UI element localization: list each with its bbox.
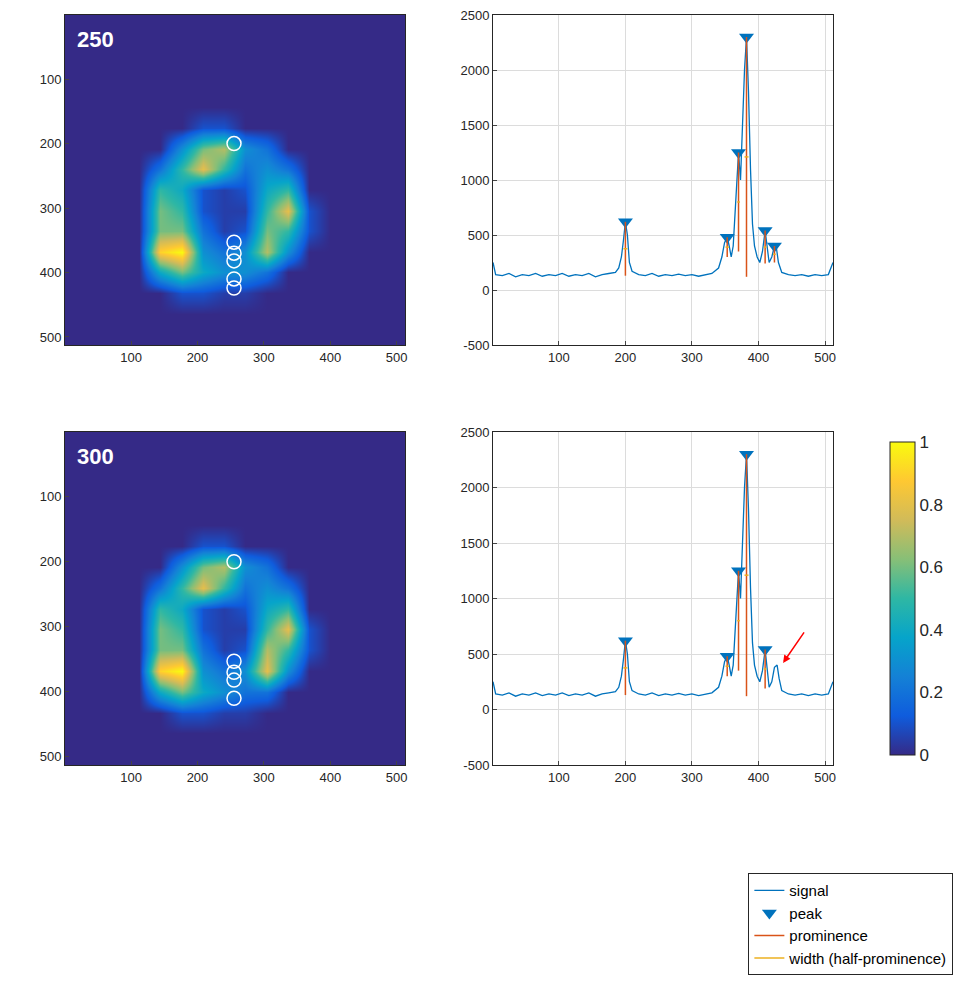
svg-text:100: 100 — [120, 350, 142, 365]
svg-text:100: 100 — [40, 489, 62, 504]
svg-text:400: 400 — [319, 350, 341, 365]
svg-text:100: 100 — [40, 72, 62, 87]
svg-text:500: 500 — [814, 350, 836, 365]
svg-text:0.2: 0.2 — [919, 683, 943, 702]
svg-text:400: 400 — [40, 684, 62, 699]
svg-text:400: 400 — [748, 350, 770, 365]
svg-text:0.4: 0.4 — [919, 621, 943, 640]
svg-text:200: 200 — [187, 770, 209, 785]
svg-text:300: 300 — [681, 770, 703, 785]
svg-text:2000: 2000 — [460, 480, 489, 495]
svg-text:200: 200 — [615, 350, 637, 365]
svg-text:500: 500 — [386, 350, 408, 365]
svg-text:1000: 1000 — [460, 173, 489, 188]
svg-text:prominence: prominence — [789, 927, 867, 944]
svg-text:1000: 1000 — [460, 591, 489, 606]
svg-text:-500: -500 — [463, 758, 489, 773]
svg-text:300: 300 — [40, 619, 62, 634]
svg-text:500: 500 — [40, 749, 62, 764]
svg-text:2500: 2500 — [460, 425, 489, 440]
svg-text:300: 300 — [77, 444, 114, 469]
svg-text:300: 300 — [40, 201, 62, 216]
svg-text:500: 500 — [468, 228, 490, 243]
svg-text:100: 100 — [548, 350, 570, 365]
svg-text:peak: peak — [789, 905, 822, 922]
svg-text:0.8: 0.8 — [919, 496, 943, 515]
svg-text:signal: signal — [789, 882, 828, 899]
svg-text:-500: -500 — [463, 338, 489, 353]
svg-text:500: 500 — [814, 770, 836, 785]
svg-text:250: 250 — [77, 27, 114, 52]
svg-text:500: 500 — [468, 647, 490, 662]
svg-text:2000: 2000 — [460, 63, 489, 78]
svg-text:500: 500 — [386, 770, 408, 785]
svg-text:0: 0 — [482, 702, 489, 717]
svg-text:width (half-prominence): width (half-prominence) — [788, 950, 946, 967]
svg-text:100: 100 — [548, 770, 570, 785]
svg-text:400: 400 — [748, 770, 770, 785]
svg-text:400: 400 — [319, 770, 341, 785]
svg-text:300: 300 — [253, 350, 275, 365]
svg-text:200: 200 — [40, 136, 62, 151]
svg-text:200: 200 — [40, 554, 62, 569]
svg-text:500: 500 — [40, 329, 62, 344]
svg-text:400: 400 — [40, 265, 62, 280]
svg-text:2500: 2500 — [460, 8, 489, 23]
svg-text:200: 200 — [187, 350, 209, 365]
svg-text:100: 100 — [120, 770, 142, 785]
svg-text:1500: 1500 — [460, 118, 489, 133]
svg-text:300: 300 — [681, 350, 703, 365]
svg-text:1: 1 — [919, 433, 928, 452]
svg-text:0.6: 0.6 — [919, 558, 943, 577]
svg-text:1500: 1500 — [460, 536, 489, 551]
svg-text:300: 300 — [253, 770, 275, 785]
svg-text:200: 200 — [615, 770, 637, 785]
svg-text:0: 0 — [919, 746, 928, 765]
svg-text:0: 0 — [482, 283, 489, 298]
